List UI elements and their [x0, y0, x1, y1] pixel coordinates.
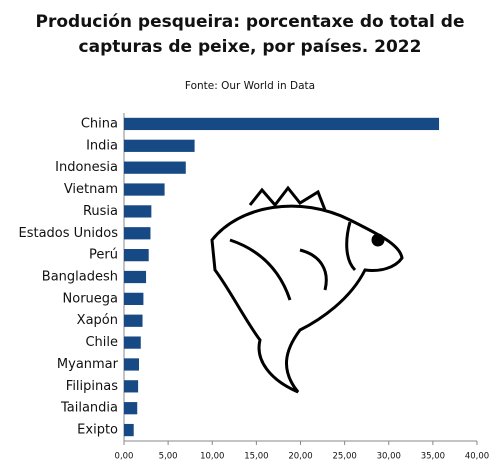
y-tick-label: Rusia: [83, 204, 118, 219]
y-tick-label: China: [81, 116, 118, 131]
bar: [124, 161, 186, 174]
fish-illustration: [210, 185, 404, 394]
y-tick-label: India: [86, 138, 118, 153]
bar: [124, 402, 138, 415]
y-tick-label: Bangladesh: [42, 270, 118, 285]
bar: [124, 227, 151, 240]
x-tick-label: 20,00: [288, 452, 312, 462]
chart-subtitle: Fonte: Our World in Data: [185, 80, 315, 92]
x-tick-label: 25,00: [332, 452, 356, 462]
x-tick-label: 10,00: [200, 452, 224, 462]
y-tick-label: Indonesia: [55, 160, 118, 175]
bar: [124, 270, 147, 284]
x-tick-label: 5,00: [159, 452, 178, 462]
bar: [124, 292, 144, 305]
y-tick-label: Xapón: [77, 313, 118, 328]
bar: [124, 358, 140, 371]
bar: [124, 314, 143, 327]
bar: [124, 423, 134, 437]
chart-title: Produción pesqueira: porcentaxe do total…: [36, 12, 465, 32]
bar: [124, 139, 195, 152]
y-tick-label: Estados Unidos: [18, 226, 118, 241]
bar: [124, 336, 141, 349]
y-tick-label: Filipinas: [66, 379, 118, 394]
y-tick-label: Noruega: [63, 291, 118, 306]
x-tick-label: 15,00: [244, 452, 268, 462]
y-tick-label: Perú: [89, 248, 118, 263]
bar: [124, 117, 440, 131]
x-tick-label: 35,00: [421, 452, 445, 462]
x-tick-label: 40,00: [465, 452, 489, 462]
bar: [124, 380, 139, 393]
y-tick-label: Myanmar: [57, 357, 119, 372]
y-tick-label: Vietnam: [64, 182, 118, 197]
bar: [124, 205, 152, 218]
y-tick-label: Chile: [85, 335, 118, 350]
chart-title: capturas de peixe, por países. 2022: [79, 37, 422, 57]
y-tick-label: Tailandia: [60, 401, 118, 416]
x-tick-label: 0,00: [115, 452, 134, 462]
x-tick-label: 30,00: [377, 452, 401, 462]
bar: [124, 183, 165, 196]
bar: [124, 249, 149, 262]
y-tick-label: Exipto: [77, 423, 118, 438]
